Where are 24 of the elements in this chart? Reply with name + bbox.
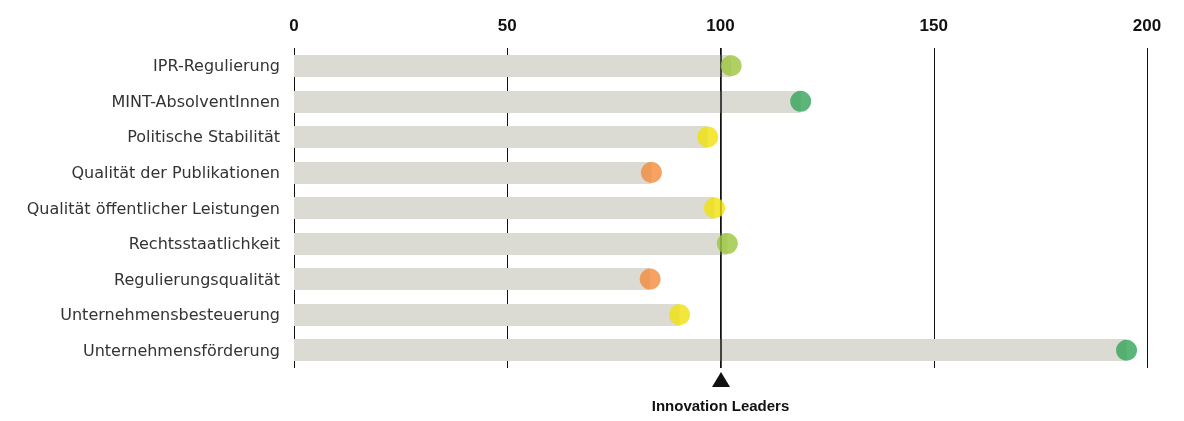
- y-tick-label: Rechtsstaatlichkeit: [128, 234, 280, 254]
- point: [790, 90, 812, 112]
- x-tick-label: 0: [289, 16, 299, 35]
- y-tick-label: MINT-AbsolventInnen: [111, 91, 280, 111]
- point: [704, 197, 726, 219]
- x-tick-label: 150: [919, 16, 948, 35]
- y-tick-label: Unternehmensförderung: [82, 340, 280, 360]
- y-tick-label: Qualität öffentlicher Leistungen: [26, 198, 280, 218]
- point: [1116, 339, 1138, 361]
- y-tick-label: Unternehmensbesteuerung: [60, 305, 280, 325]
- y-tick-label: Qualität der Publikationen: [71, 162, 280, 182]
- x-tick-label: 200: [1132, 16, 1162, 35]
- y-tick-label: Regulierungsqualität: [114, 269, 280, 289]
- point: [716, 233, 738, 255]
- y-tick-label: IPR-Regulierung: [153, 56, 280, 76]
- point: [640, 161, 662, 183]
- point: [697, 126, 719, 148]
- point: [639, 268, 661, 290]
- point: [720, 55, 742, 77]
- x-tick-label: 100: [706, 16, 735, 35]
- point: [669, 304, 691, 326]
- ref-line-label: Innovation Leaders: [651, 397, 790, 414]
- x-tick-label: 50: [497, 16, 517, 35]
- y-tick-label: Politische Stabilität: [127, 127, 280, 147]
